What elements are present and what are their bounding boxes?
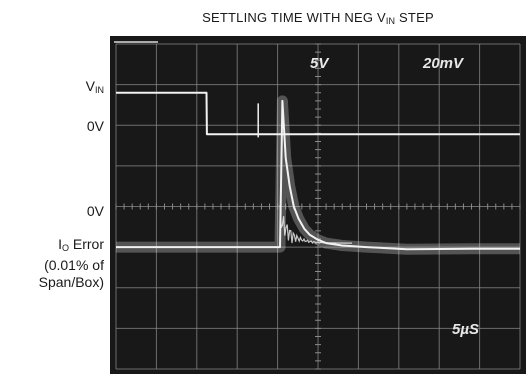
error-zero-label: 0V — [86, 203, 104, 219]
graticule — [115, 43, 521, 370]
timebase-readout: 5µS — [452, 321, 479, 338]
error-label-line3: Span/Box) — [38, 274, 104, 290]
vin-zero-label: 0V — [86, 118, 104, 134]
error-trace-ringing — [279, 205, 352, 244]
oscilloscope-screen: 5V 20mV 5µS — [110, 36, 526, 374]
vin-label: VIN — [85, 78, 104, 95]
ch2-scale-readout: 20mV — [422, 55, 465, 72]
error-label-line1: IO Error — [58, 236, 104, 253]
vin-trace-line — [116, 91, 520, 136]
error-trace-line — [116, 99, 520, 251]
error-label-line2: (0.01% of — [44, 257, 104, 273]
ch1-scale-readout: 5V — [310, 55, 330, 72]
chart-title: SETTLING TIME WITH NEG VIN STEP — [202, 10, 434, 26]
screen-corner-marker — [114, 41, 158, 43]
error-label: IO Error (0.01% of Span/Box) — [39, 236, 104, 291]
traces — [116, 91, 520, 255]
